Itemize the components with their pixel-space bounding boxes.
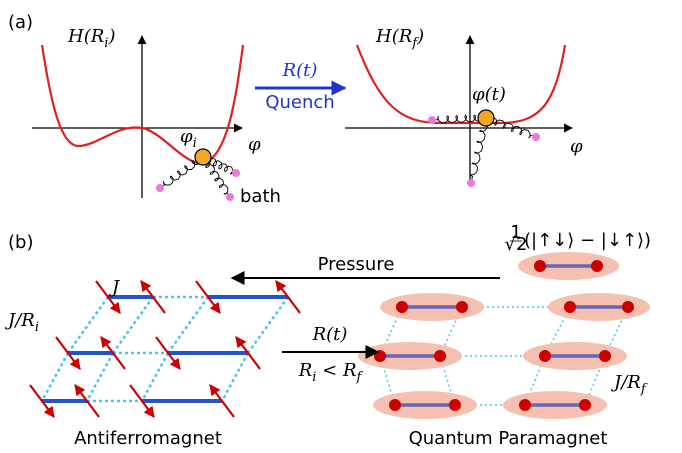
interdimer-bond [222, 353, 248, 401]
spin-site [456, 301, 468, 313]
panel-label: (a) [8, 12, 33, 33]
arrow-label: R(t) [312, 324, 348, 345]
coupling-label: J/Ri [4, 310, 39, 335]
x-label: φ [570, 136, 583, 157]
arrow-label: Ri < Rf [298, 360, 364, 385]
spin-site [449, 399, 461, 411]
spin-site [434, 350, 446, 362]
arrow-label: R(t) [282, 60, 318, 81]
bath-particle [232, 169, 240, 177]
interdimer-bond [68, 297, 108, 353]
phase-label: Antiferromagnet [74, 428, 222, 449]
bath-particle [226, 193, 234, 201]
coupling-label: J [108, 277, 121, 298]
spin-site [622, 301, 634, 313]
bath-particle [467, 179, 475, 187]
interdimer-bond [113, 297, 153, 353]
spin-site [534, 260, 546, 272]
spin-site [396, 301, 408, 313]
interdimer-bond [87, 353, 113, 401]
spin-site [579, 399, 591, 411]
spin-site [519, 399, 531, 411]
panel-label: (b) [8, 232, 33, 253]
x-label: φ [248, 134, 261, 155]
figure: (a) H(Ri) φ φi bath R(t) Quench H(Rf) φ … [0, 0, 682, 453]
singlet-state: (|↑↓⟩ − |↓↑⟩) [524, 230, 651, 251]
interdimer-bond [168, 297, 208, 353]
particle [478, 110, 494, 126]
bath-label: bath [240, 186, 281, 207]
phase-label: Quantum Paramagnet [409, 428, 608, 449]
interdimer-bond [42, 353, 68, 401]
singlet-formula: 1 √2 (|↑↓⟩ − |↓↑⟩) [505, 222, 652, 255]
spin-site [564, 301, 576, 313]
pressure-label: Pressure [318, 254, 395, 275]
spin-site [591, 260, 603, 272]
y-label: H(Ri) [67, 26, 115, 51]
particle-label: φ(t) [472, 84, 506, 105]
right-plot [345, 36, 572, 185]
y-label: H(Rf) [375, 26, 424, 51]
bath-particle [428, 116, 436, 124]
spin-site [389, 399, 401, 411]
coupling-label: J/Rf [610, 372, 648, 397]
particle-label: φi [180, 126, 197, 151]
spin-site [539, 350, 551, 362]
arrow-label: Quench [265, 92, 334, 113]
bath-particle [156, 184, 164, 192]
potential-curve [357, 45, 565, 123]
interdimer-bond [248, 297, 288, 353]
particle [195, 149, 211, 165]
interdimer-bond [142, 353, 168, 401]
bath-particle [532, 133, 540, 141]
spin-site [599, 350, 611, 362]
